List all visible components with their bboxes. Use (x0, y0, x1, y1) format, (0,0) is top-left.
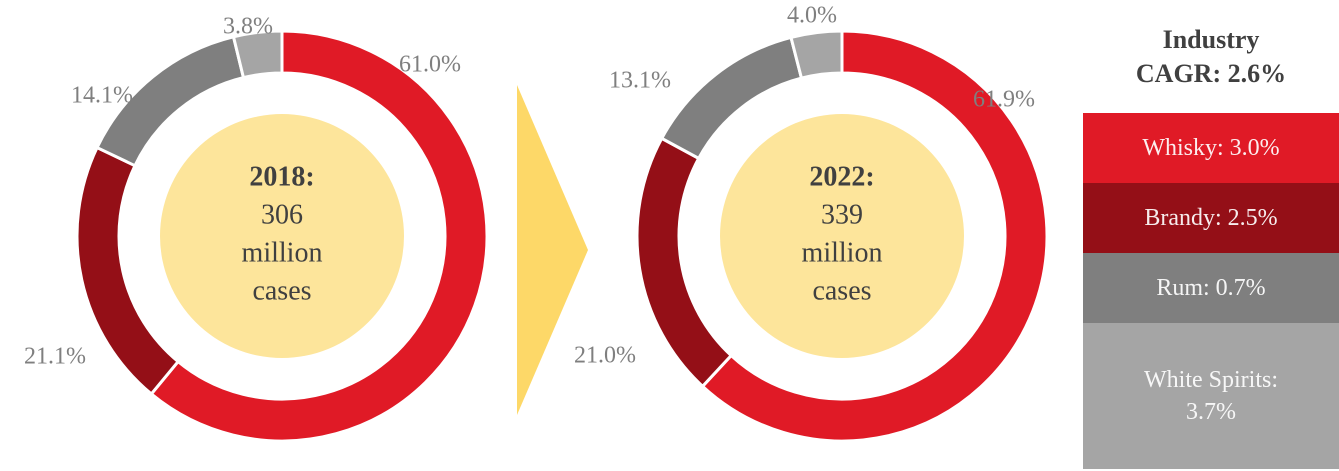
center-text: cases (252, 275, 311, 306)
center-circle (720, 114, 964, 358)
center-text: cases (812, 275, 871, 306)
legend-label: Rum: 0.7% (1156, 275, 1266, 301)
donut-slice (231, 29, 284, 80)
legend-item: Whisky: 3.0% (1083, 113, 1339, 183)
donut-slice (149, 29, 489, 443)
center-text: 339 (821, 199, 863, 230)
donut-slice (75, 145, 181, 397)
legend-title-text: Industry CAGR: 2.6% (1135, 24, 1287, 88)
legend-item: Rum: 0.7% (1083, 253, 1339, 323)
legend-label: White Spirits: 3.7% (1144, 367, 1278, 425)
value-label: 3.8% (223, 14, 273, 40)
center-text: 306 (261, 199, 303, 230)
legend: Industry CAGR: 2.6% Whisky: 3.0% Brandy: … (1083, 0, 1339, 471)
value-label: 21.0% (574, 343, 636, 369)
center-title: 2022: (809, 161, 874, 192)
legend-title: Industry CAGR: 2.6% (1083, 0, 1339, 113)
legend-item: White Spirits: 3.7% (1083, 323, 1339, 469)
donut-slice (635, 136, 734, 389)
legend-item: Brandy: 2.5% (1083, 183, 1339, 253)
value-label: 13.1% (609, 68, 671, 94)
value-label: 61.0% (399, 52, 461, 78)
value-label: 4.0% (787, 3, 837, 29)
value-label: 14.1% (71, 83, 133, 109)
donut-slice (789, 29, 844, 80)
legend-label: Whisky: 3.0% (1142, 135, 1280, 161)
donut-slice (700, 29, 1049, 443)
center-text: million (242, 237, 323, 268)
center-text: million (802, 237, 883, 268)
arrow (517, 85, 588, 415)
charts: 61.0% 21.1% 14.1% 3.8% 2018: 306 million cases 6… (24, 3, 1049, 443)
legend-label: Brandy: 2.5% (1144, 205, 1278, 231)
value-label: 21.1% (24, 344, 86, 370)
center-circle (160, 114, 404, 358)
center-title: 2018: (249, 161, 314, 192)
value-label: 61.9% (973, 87, 1035, 113)
